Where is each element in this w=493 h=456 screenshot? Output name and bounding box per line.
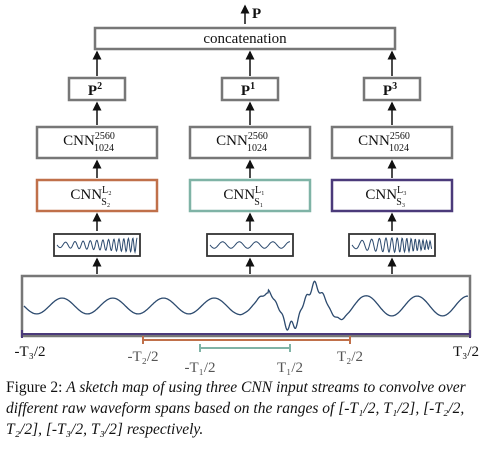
- waveform-box: [20, 274, 472, 338]
- caption: Figure 2: A sketch map of using three CN…: [6, 377, 486, 440]
- box-label: CNNL₁ S₁: [223, 185, 264, 208]
- segment-wave: [56, 237, 138, 254]
- segment-box: [206, 233, 294, 257]
- label-sub: 1024: [247, 143, 267, 154]
- range-end: T₁/2: [277, 360, 303, 376]
- segment-wave: [351, 236, 432, 254]
- box-label: P1: [241, 81, 255, 99]
- label-sub: S₁: [254, 197, 263, 208]
- box-label: CNNL₂ S₂: [70, 185, 111, 208]
- label-sup: 2560: [95, 131, 115, 142]
- label-base: CNN: [63, 133, 95, 149]
- concat-label: concatenation: [203, 31, 287, 47]
- box-label: P3: [383, 81, 397, 99]
- box-label: CNN2560 1024: [63, 131, 115, 154]
- input-cnn-box: [188, 178, 312, 213]
- label-sub: 1024: [389, 143, 409, 154]
- label-sub: S₂: [101, 197, 110, 208]
- range-end: T₃/2: [453, 344, 479, 360]
- label-sup: L₁: [255, 185, 265, 196]
- concat-box: [93, 26, 397, 51]
- label-base: CNN: [223, 187, 255, 203]
- label-sup: 2560: [248, 131, 268, 142]
- label-base: P: [241, 83, 250, 99]
- input-cnn-box: [330, 178, 454, 213]
- label-sub: S₃: [396, 197, 405, 208]
- range-start: -T₁/2: [184, 360, 215, 376]
- box-label: CNNL₃ S₃: [365, 185, 406, 208]
- label-sup: 2560: [390, 131, 410, 142]
- range-end: T₂/2: [337, 349, 363, 365]
- range-start: -T₃/2: [14, 344, 45, 360]
- box-label: CNN2560 1024: [216, 131, 268, 154]
- range-start: -T₂/2: [127, 349, 158, 365]
- label-sup: 2: [97, 81, 102, 92]
- shared-cnn-box: [330, 125, 454, 160]
- shared-cnn-box: [35, 125, 159, 160]
- label-base: CNN: [358, 133, 390, 149]
- pooled-box: [220, 76, 280, 102]
- label-base: CNN: [365, 187, 397, 203]
- caption-label: Figure 2:: [6, 379, 63, 396]
- label-base: CNN: [70, 187, 102, 203]
- label-base: P: [383, 83, 392, 99]
- pooled-box: [67, 76, 127, 102]
- output-label: P: [252, 6, 261, 22]
- caption-text: A sketch map of using three CNN input st…: [6, 379, 466, 438]
- label-base: P: [88, 83, 97, 99]
- box-label: P2: [88, 81, 102, 99]
- pooled-box: [362, 76, 422, 102]
- label-sup: 1: [250, 81, 255, 92]
- box-label: CNN2560 1024: [358, 131, 410, 154]
- segment-wave: [209, 241, 290, 249]
- label-sup: L₃: [397, 185, 407, 196]
- input-cnn-box: [35, 178, 159, 213]
- label-base: CNN: [216, 133, 248, 149]
- waveform: [23, 280, 468, 331]
- label-sup: L₂: [102, 185, 112, 196]
- label-sup: 3: [392, 81, 397, 92]
- label-sub: 1024: [94, 143, 114, 154]
- shared-cnn-box: [188, 125, 312, 160]
